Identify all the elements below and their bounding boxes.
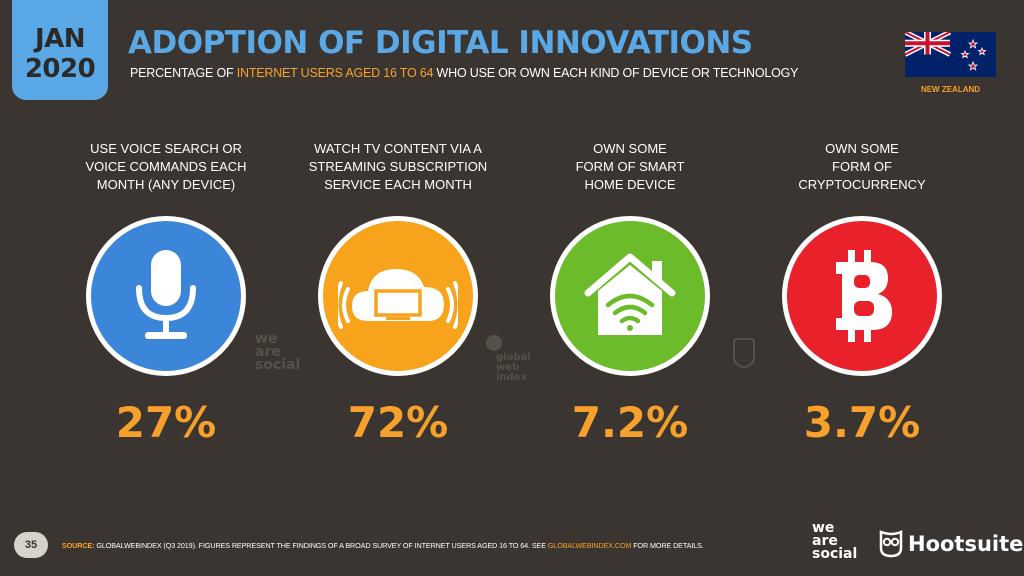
caption-line: FORM OF SMART bbox=[575, 159, 685, 174]
owl-icon bbox=[879, 530, 903, 558]
page-number: 35 bbox=[14, 532, 48, 558]
bitcoin-icon bbox=[782, 216, 942, 376]
source-text: GLOBALWEBINDEX (Q3 2019). FIGURES REPRES… bbox=[94, 541, 548, 550]
caption-line: SERVICE EACH MONTH bbox=[324, 177, 472, 192]
watermark-text: global web index bbox=[496, 353, 531, 383]
new-zealand-flag-icon bbox=[905, 32, 996, 77]
watermark-line: we bbox=[255, 331, 278, 347]
stat-value: 72% bbox=[347, 398, 449, 447]
caption-line: MONTH (ANY DEVICE) bbox=[96, 177, 236, 192]
we-are-social-watermark: we are social bbox=[255, 331, 301, 373]
watermark-line: social bbox=[255, 357, 301, 373]
date-year: 2020 bbox=[24, 54, 96, 84]
stat-value: 3.7% bbox=[803, 398, 921, 447]
cloud-tv-icon bbox=[318, 216, 478, 376]
source-note: SOURCE: GLOBALWEBINDEX (Q3 2019). FIGURE… bbox=[62, 541, 704, 550]
date-badge: JAN 2020 bbox=[12, 0, 108, 100]
stat-caption: OWN SOME FORM OF CRYPTOCURRENCY bbox=[746, 140, 978, 194]
caption-line: OWN SOME bbox=[825, 141, 899, 156]
hootsuite-owl-watermark-icon bbox=[733, 338, 755, 368]
caption-line: HOME DEVICE bbox=[584, 177, 676, 192]
caption-line: FORM OF bbox=[832, 159, 892, 174]
we-are-social-logo: we are social bbox=[812, 520, 858, 562]
caption-line: STREAMING SUBSCRIPTION bbox=[308, 159, 488, 174]
stat-value: 7.2% bbox=[571, 398, 689, 447]
source-end: FOR MORE DETAILS. bbox=[631, 541, 704, 550]
subtitle-highlight: INTERNET USERS AGED 16 TO 64 bbox=[236, 66, 434, 80]
caption-line: USE VOICE SEARCH OR bbox=[90, 141, 242, 156]
watermark-line: web bbox=[496, 362, 520, 373]
page-title: ADOPTION OF DIGITAL INNOVATIONS bbox=[128, 25, 753, 61]
logo-line: are bbox=[812, 533, 838, 549]
stat-value: 27% bbox=[115, 398, 217, 447]
source-label: SOURCE: bbox=[62, 541, 95, 550]
caption-line: WATCH TV CONTENT VIA A bbox=[314, 141, 482, 156]
caption-line: VOICE COMMANDS EACH bbox=[85, 159, 247, 174]
logo-line: social bbox=[812, 546, 858, 562]
stat-caption: WATCH TV CONTENT VIA A STREAMING SUBSCRI… bbox=[282, 140, 514, 194]
watermark-line: global bbox=[496, 352, 531, 363]
logo-line: we bbox=[812, 520, 835, 536]
hootsuite-wordmark: Hootsuite bbox=[908, 532, 1024, 556]
subtitle-post: WHO USE OR OWN EACH KIND OF DEVICE OR TE… bbox=[433, 66, 799, 80]
smart-home-icon bbox=[550, 216, 710, 376]
hootsuite-logo: Hootsuite bbox=[878, 530, 1023, 558]
source-link[interactable]: GLOBALWEBINDEX.COM bbox=[547, 541, 632, 550]
globe-icon bbox=[486, 335, 502, 351]
caption-line: CRYPTOCURRENCY bbox=[798, 177, 926, 192]
page-subtitle: PERCENTAGE OF INTERNET USERS AGED 16 TO … bbox=[130, 66, 798, 80]
country-label: NEW ZEALAND bbox=[920, 85, 981, 94]
stat-caption: OWN SOME FORM OF SMART HOME DEVICE bbox=[514, 140, 746, 194]
watermark-line: are bbox=[255, 344, 281, 360]
global-web-index-watermark: global web index bbox=[486, 335, 531, 383]
date-month: JAN bbox=[34, 24, 86, 54]
stat-caption: USE VOICE SEARCH OR VOICE COMMANDS EACH … bbox=[50, 140, 282, 194]
watermark-line: index bbox=[496, 372, 527, 383]
microphone-icon bbox=[86, 216, 246, 376]
subtitle-pre: PERCENTAGE OF bbox=[130, 66, 237, 80]
caption-line: OWN SOME bbox=[593, 141, 667, 156]
